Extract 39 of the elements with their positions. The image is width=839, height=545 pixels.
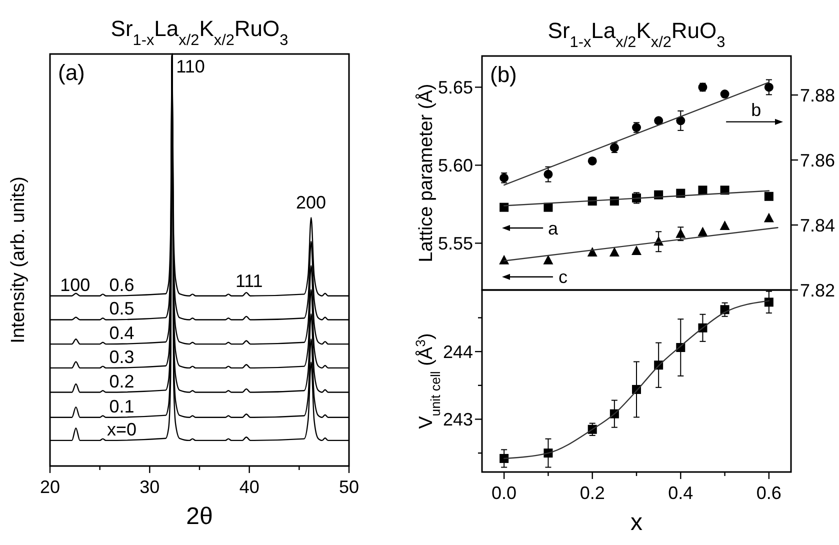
y2-tick-label: 7.84 bbox=[800, 215, 836, 236]
x-tick-label: 0.4 bbox=[668, 483, 694, 503]
y-tick-label: 5.60 bbox=[438, 156, 473, 176]
annotation: 100 bbox=[60, 275, 90, 296]
chart-title: Sr$_{1-x}$La$_{x/2}$K$_{x/2}$RuO$_{3}$ bbox=[110, 16, 288, 48]
y2-tick-label: 7.82 bbox=[800, 280, 836, 300]
y-axis-title: Intensity (arb. units) bbox=[8, 176, 29, 344]
series-label: 0.2 bbox=[109, 371, 134, 392]
y2-tick-label: 7.88 bbox=[800, 85, 836, 106]
x-axis-title: x bbox=[630, 509, 642, 536]
series-label: 0.1 bbox=[109, 396, 134, 416]
series-label: 0.5 bbox=[109, 298, 134, 319]
x-tick-label: 20 bbox=[40, 477, 60, 497]
annotation: a bbox=[548, 218, 560, 238]
annotation: c bbox=[558, 267, 568, 288]
series-label: 0.4 bbox=[109, 323, 134, 344]
y-tick-label: 5.55 bbox=[438, 234, 473, 254]
annotation: 111 bbox=[235, 270, 263, 291]
annotation: b bbox=[751, 100, 762, 120]
x-axis-title: 2θ bbox=[186, 503, 213, 530]
y-tick-label: 5.65 bbox=[438, 78, 473, 98]
x-tick-label: 40 bbox=[239, 477, 260, 497]
y-tick-label: 243 bbox=[442, 410, 473, 430]
x-tick-label: 0.0 bbox=[492, 483, 517, 503]
annotation: (a) bbox=[58, 60, 85, 85]
x-tick-label: 0.2 bbox=[580, 483, 605, 503]
chart-title: Sr$_{1-x}$La$_{x/2}$K$_{x/2}$RuO$_{3}$ bbox=[548, 18, 726, 50]
series-label: x=0 bbox=[106, 419, 137, 440]
y-tick-label: 244 bbox=[442, 342, 473, 362]
series-label: 0.3 bbox=[109, 346, 134, 367]
annotation: 200 bbox=[296, 192, 326, 213]
annotation: (b) bbox=[490, 62, 517, 87]
y-axis-title: Lattice parameter (Å) bbox=[415, 84, 437, 262]
annotation: 110 bbox=[176, 56, 205, 77]
x-tick-label: 50 bbox=[338, 477, 360, 497]
series-label: 0.6 bbox=[109, 274, 134, 295]
x-tick-label: 30 bbox=[140, 477, 160, 497]
x-tick-label: 0.6 bbox=[756, 483, 782, 503]
y2-tick-label: 7.86 bbox=[800, 150, 836, 170]
